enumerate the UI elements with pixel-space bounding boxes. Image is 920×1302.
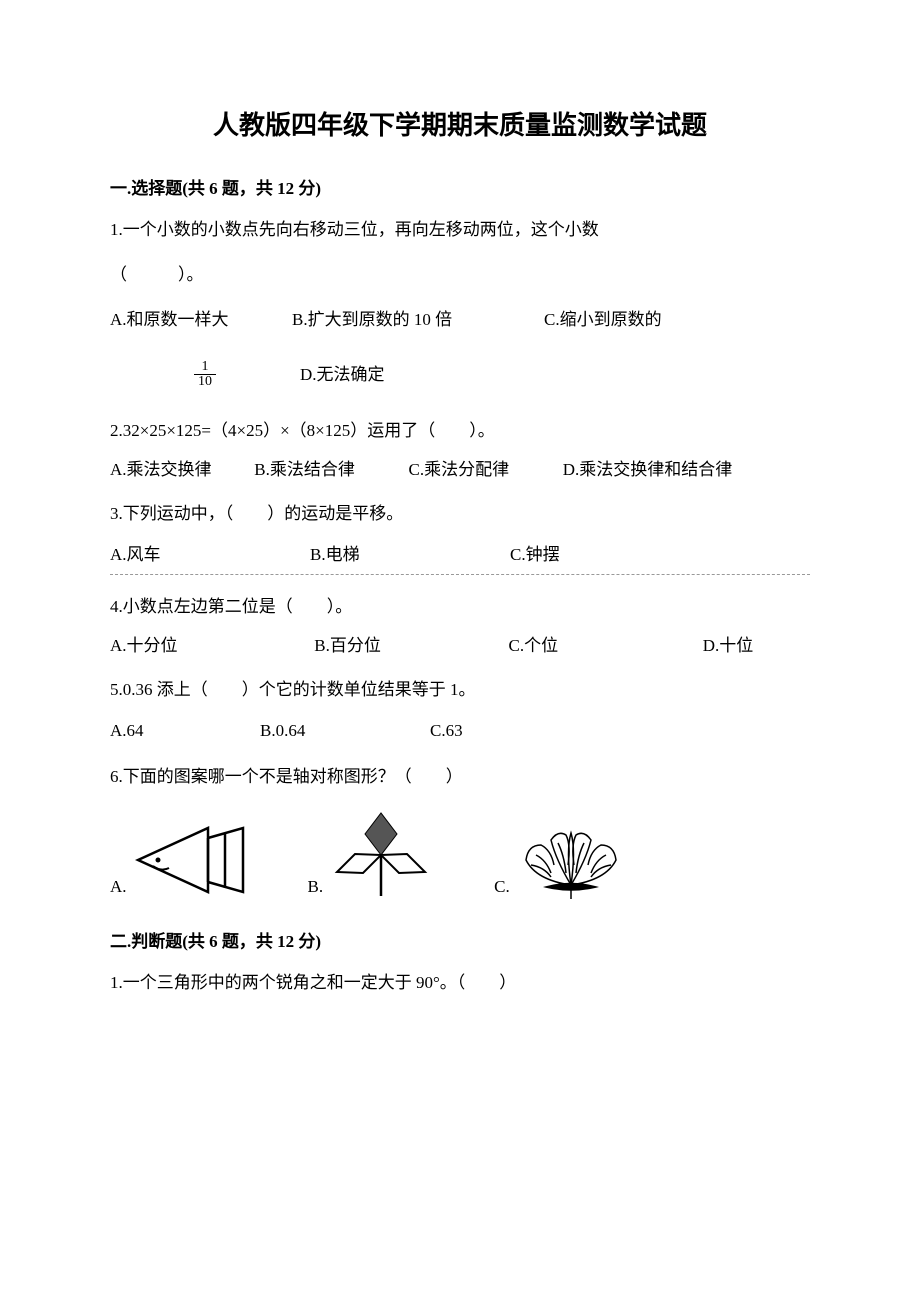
q2-optB: B.乘法结合律 xyxy=(254,458,404,482)
q1-optD: D.无法确定 xyxy=(300,361,385,388)
fish-icon xyxy=(133,820,248,900)
section2-header: 二.判断题(共 6 题，共 12 分) xyxy=(110,928,810,955)
q4-text: 4.小数点左边第二位是（ ）。 xyxy=(110,593,810,620)
q2-optD: D.乘法交换律和结合律 xyxy=(563,460,733,479)
question-5: 5.0.36 添上（ ）个它的计数单位结果等于 1。 A.64 B.0.64 C… xyxy=(110,676,810,744)
q6-optA-label: A. xyxy=(110,873,127,900)
q5-optB: B.0.64 xyxy=(260,717,430,744)
q1-options-row2: 1 10 D.无法确定 xyxy=(110,359,810,389)
page-title: 人教版四年级下学期期末质量监测数学试题 xyxy=(110,105,810,147)
q6-optB-label: B. xyxy=(308,873,324,900)
q3-optB: B.电梯 xyxy=(310,541,510,568)
q2-optA: A.乘法交换律 xyxy=(110,458,250,482)
q1-paren: （ ）。 xyxy=(110,261,810,288)
q4-optA: A.十分位 xyxy=(110,634,310,658)
flower-icon xyxy=(516,825,626,900)
q3-optC: C.钟摆 xyxy=(510,541,560,568)
q1-options-row1: A.和原数一样大 B.扩大到原数的 10 倍 C.缩小到原数的 xyxy=(110,306,810,333)
q4-optB: B.百分位 xyxy=(314,634,504,658)
q3-options: A.风车 B.电梯 C.钟摆 xyxy=(110,541,810,568)
q5-text: 5.0.36 添上（ ）个它的计数单位结果等于 1。 xyxy=(110,676,810,703)
section1-header: 一.选择题(共 6 题，共 12 分) xyxy=(110,175,810,202)
q6-optC-container: C. xyxy=(494,825,626,900)
q1-text: 1.一个小数的小数点先向右移动三位，再向左移动两位，这个小数 xyxy=(110,216,810,243)
question-6: 6.下面的图案哪一个不是轴对称图形？（ ） A. B. xyxy=(110,763,810,900)
q5-optA: A.64 xyxy=(110,717,260,744)
q6-optA-container: A. xyxy=(110,820,248,900)
q1-optB: B.扩大到原数的 10 倍 xyxy=(292,306,544,333)
dash-separator xyxy=(110,574,810,575)
s2-q1-text: 1.一个三角形中的两个锐角之和一定大于 90°。（ ） xyxy=(110,969,810,996)
q1-optA: A.和原数一样大 xyxy=(110,306,292,333)
q6-optC-label: C. xyxy=(494,873,510,900)
frac-denominator: 10 xyxy=(194,375,216,389)
q3-optA: A.风车 xyxy=(110,541,310,568)
question-1: 1.一个小数的小数点先向右移动三位，再向左移动两位，这个小数 （ ）。 A.和原… xyxy=(110,216,810,389)
q4-optC: C.个位 xyxy=(509,634,699,658)
q3-text: 3.下列运动中，（ ）的运动是平移。 xyxy=(110,500,810,527)
q4-optD: D.十位 xyxy=(703,636,754,655)
q2-text: 2.32×25×125=（4×25）×（8×125）运用了（ ）。 xyxy=(110,417,810,444)
s2-question-1: 1.一个三角形中的两个锐角之和一定大于 90°。（ ） xyxy=(110,969,810,996)
question-2: 2.32×25×125=（4×25）×（8×125）运用了（ ）。 A.乘法交换… xyxy=(110,417,810,482)
q1-fraction: 1 10 xyxy=(110,359,300,389)
question-3: 3.下列运动中，（ ）的运动是平移。 A.风车 B.电梯 C.钟摆 xyxy=(110,500,810,575)
q6-text: 6.下面的图案哪一个不是轴对称图形？（ ） xyxy=(110,763,810,790)
frac-numerator: 1 xyxy=(194,360,216,375)
q6-optB-container: B. xyxy=(308,810,435,900)
pinwheel-icon xyxy=(329,810,434,900)
q2-optC: C.乘法分配律 xyxy=(409,458,559,482)
q1-optC: C.缩小到原数的 xyxy=(544,306,810,333)
q6-options: A. B. C. xyxy=(110,810,810,900)
q5-optC: C.63 xyxy=(430,717,463,744)
q5-options: A.64 B.0.64 C.63 xyxy=(110,717,810,744)
question-4: 4.小数点左边第二位是（ ）。 A.十分位 B.百分位 C.个位 D.十位 xyxy=(110,593,810,658)
